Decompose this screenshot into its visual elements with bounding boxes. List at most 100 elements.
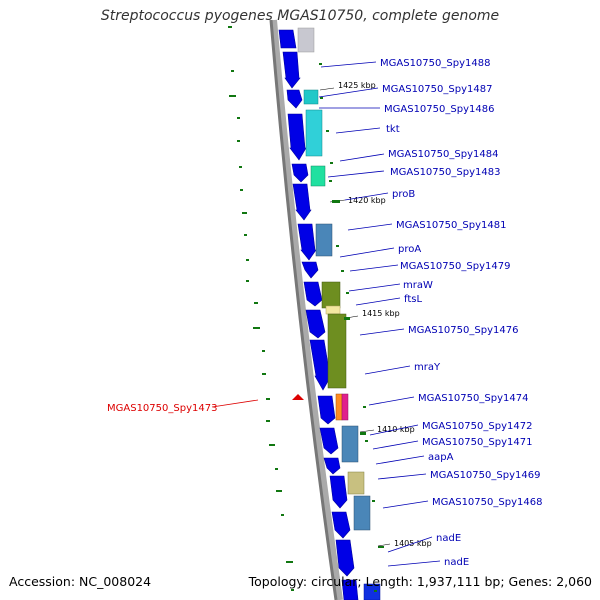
gc-tick [269, 444, 275, 446]
leader-line [355, 297, 401, 306]
gene-label[interactable]: proB [392, 189, 415, 200]
kbp-label: 1420 kbp [348, 196, 386, 205]
feature-block-olive [321, 281, 341, 309]
gene-label[interactable]: aapA [428, 452, 454, 463]
leader-line [387, 560, 441, 567]
gene-tick [374, 590, 377, 592]
gene-label[interactable]: MGAS10750_Spy1481 [396, 220, 506, 231]
cds-arrow [323, 457, 341, 475]
leader-line [375, 455, 425, 465]
kbp-label: 1425 kbp [338, 81, 376, 90]
gene-label[interactable]: MGAS10750_Spy1487 [382, 84, 492, 95]
gene-label[interactable]: MGAS10750_Spy1483 [390, 167, 500, 178]
gc-tick [239, 166, 242, 168]
gc-tick [254, 302, 258, 304]
feature-blocks [297, 27, 381, 600]
gene-tick [319, 63, 322, 65]
kbp-tick [359, 429, 375, 433]
gene-label[interactable]: MGAS10750_Spy1479 [400, 261, 510, 272]
leader-line [344, 192, 389, 201]
gene-label[interactable]: mraW [403, 280, 433, 291]
gc-tick [253, 327, 260, 329]
gene-ticks [319, 63, 384, 592]
highlight-gene-label[interactable]: MGAS10750_Spy1473 [107, 403, 217, 414]
gc-tick [281, 514, 284, 516]
gene-label[interactable]: ftsL [404, 294, 422, 305]
gc-tick [240, 189, 243, 191]
cds-arrow [335, 539, 355, 577]
gene-tick [330, 162, 333, 164]
cds-arrow [331, 511, 351, 539]
cds-arrow [305, 309, 326, 339]
gc-tick [242, 212, 247, 214]
gene-label[interactable]: MGAS10750_Spy1471 [422, 437, 532, 448]
kbp-tick [319, 87, 335, 91]
gene-tick [341, 270, 344, 272]
kbp-tick [377, 543, 391, 547]
gene-label[interactable]: MGAS10750_Spy1488 [380, 58, 490, 69]
gene-labels: MGAS10750_Spy1488 MGAS10750_Spy1487 MGAS… [380, 58, 542, 568]
highlight-gene: MGAS10750_Spy1473 [107, 394, 304, 414]
cds-arrow [329, 475, 348, 509]
kbp-label: 1415 kbp [362, 309, 400, 318]
feature-block-cyan [305, 109, 323, 157]
gene-label[interactable]: MGAS10750_Spy1486 [384, 104, 494, 115]
cds-arrow [282, 51, 301, 89]
feature-block-cyan [303, 89, 319, 105]
feature-block-orange [335, 393, 343, 421]
gene-tick [372, 500, 375, 502]
backbone-shadow [271, 19, 343, 600]
leader-line [349, 264, 399, 272]
gene-label[interactable]: MGAS10750_Spy1468 [432, 497, 542, 508]
gene-label[interactable]: tkt [386, 124, 400, 135]
gene-label[interactable]: mraY [414, 362, 441, 373]
feature-block-yellow [325, 305, 341, 315]
feature-block-olive [327, 313, 347, 389]
gc-tick [237, 140, 240, 142]
gene-tick [363, 406, 366, 408]
gc-tick [246, 259, 249, 261]
gene-label[interactable]: proA [398, 244, 421, 255]
gc-ticks [228, 26, 294, 591]
feature-block-blue [363, 583, 381, 600]
gene-tick [336, 245, 339, 247]
gene-label[interactable]: nadE [436, 533, 461, 544]
highlight-leader-line [211, 399, 259, 408]
cds-arrow [278, 29, 297, 49]
gene-label[interactable]: MGAS10750_Spy1472 [422, 421, 532, 432]
leader-line [372, 440, 419, 450]
gc-tick [291, 589, 294, 591]
gene-label[interactable]: nadE [444, 557, 469, 568]
cds-arrow [287, 113, 307, 161]
leader-line [335, 127, 381, 134]
leader-line [369, 424, 419, 436]
cds-arrow [317, 395, 336, 425]
leader-line [377, 473, 427, 480]
gene-label[interactable]: MGAS10750_Spy1484 [388, 149, 498, 160]
accession-text: Accession: NC_008024 [9, 574, 152, 589]
feature-block-grey [297, 27, 315, 53]
cds-arrow [319, 427, 339, 455]
leader-line [368, 396, 415, 406]
leader-line [347, 223, 393, 231]
kbp-dash [344, 317, 350, 320]
leader-line [359, 328, 405, 336]
gene-tick [320, 97, 323, 99]
gene-label[interactable]: MGAS10750_Spy1476 [408, 325, 518, 336]
gene-tick [378, 546, 384, 548]
gc-tick [244, 234, 247, 236]
gc-tick [276, 490, 282, 492]
kbp-dash [332, 200, 340, 203]
gene-label[interactable]: MGAS10750_Spy1469 [430, 470, 540, 481]
leader-line [339, 153, 385, 162]
backbone [269, 19, 338, 600]
leader-line [320, 61, 377, 68]
leader-line [348, 283, 401, 292]
gene-label[interactable]: MGAS10750_Spy1474 [418, 393, 528, 404]
leader-lines [318, 61, 441, 567]
feature-block-steel [341, 425, 359, 463]
feature-block-steel [353, 495, 371, 531]
gene-tick [346, 292, 349, 294]
leader-line [339, 247, 395, 258]
